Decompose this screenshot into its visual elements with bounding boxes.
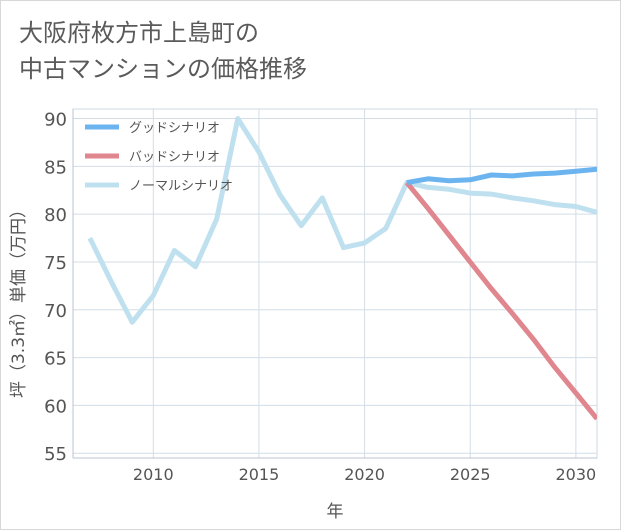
x-tick-label: 2010	[133, 465, 174, 484]
y-tick-label: 70	[44, 301, 67, 322]
x-axis-label: 年	[327, 502, 344, 522]
legend-label: バッドシナリオ	[129, 150, 220, 165]
series-lines	[87, 116, 597, 421]
legend-label: グッドシナリオ	[129, 121, 220, 136]
y-tick-label: 65	[44, 349, 67, 370]
y-tick-label: 55	[44, 444, 67, 465]
series-line-1	[404, 181, 597, 421]
x-tick-label: 2015	[239, 465, 280, 484]
y-tick-label: 80	[44, 205, 67, 226]
x-tick-label: 2030	[556, 465, 597, 484]
y-tick-label: 90	[44, 110, 67, 131]
x-tick-label: 2020	[344, 465, 385, 484]
y-tick-label: 85	[44, 157, 67, 178]
x-tick-label: 2025	[450, 465, 491, 484]
y-tick-label: 75	[44, 253, 67, 274]
series-line-0	[406, 166, 597, 186]
chart-title: 大阪府枚方市上島町の 中古マンションの価格推移	[19, 19, 307, 83]
legend-label: ノーマルシナリオ	[129, 179, 233, 194]
series-line-2	[87, 116, 597, 325]
y-axis-label: 坪（3.3㎡）単価（万円）	[9, 201, 29, 398]
axes: 55 60 65 70 75 80 85 90 2010 2015 2020 2025 2030	[44, 109, 597, 484]
y-tick-label: 60	[44, 396, 67, 417]
